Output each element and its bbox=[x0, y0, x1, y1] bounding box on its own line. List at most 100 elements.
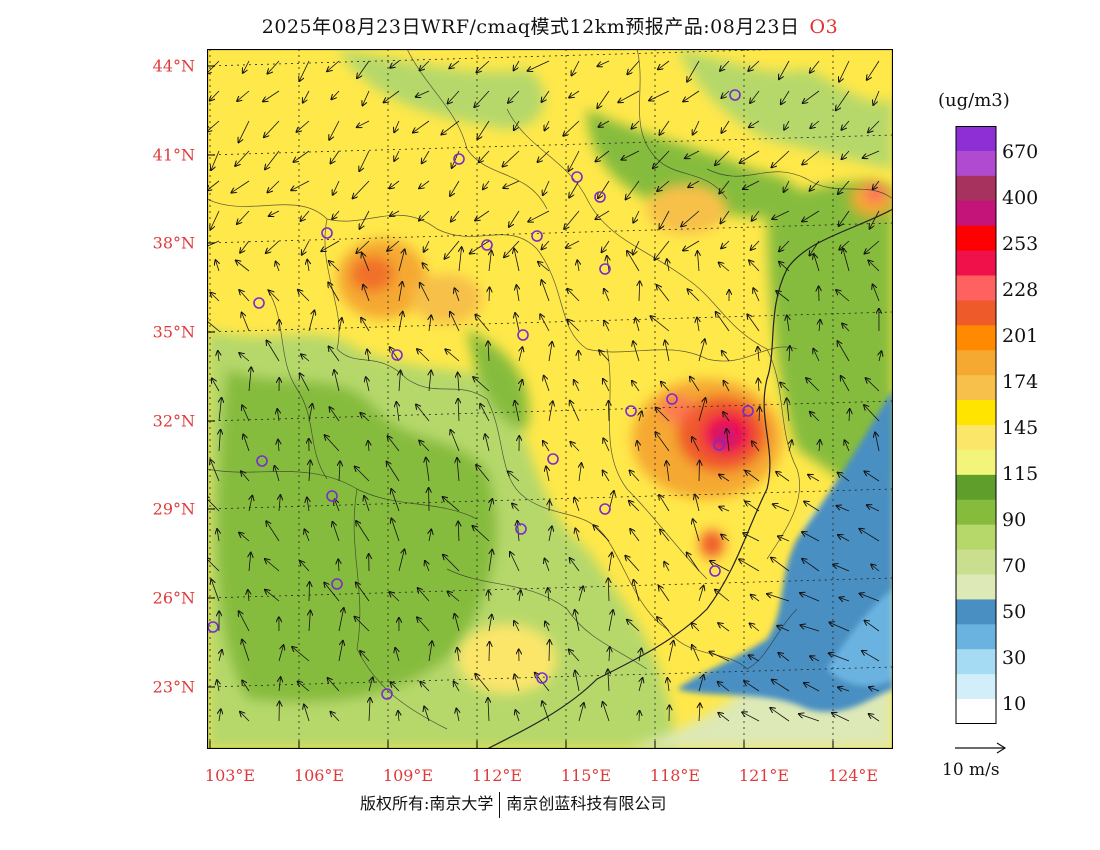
wind-arrow bbox=[639, 281, 640, 302]
city-marker bbox=[326, 490, 338, 502]
wind-arrow bbox=[338, 608, 344, 632]
wind-arrow bbox=[579, 463, 581, 482]
wind-arrow bbox=[331, 712, 340, 722]
wind-arrow bbox=[450, 180, 460, 196]
wind-arrow bbox=[721, 210, 730, 223]
wind-arrow bbox=[359, 150, 370, 171]
wind-arrow bbox=[698, 675, 704, 692]
wind-arrow bbox=[388, 436, 400, 452]
latitude-gridline bbox=[207, 311, 893, 333]
wind-arrow bbox=[398, 312, 403, 332]
wind-arrow bbox=[656, 408, 670, 422]
wind-arrow bbox=[429, 315, 431, 332]
wind-arrow bbox=[301, 354, 310, 362]
wind-arrow bbox=[458, 373, 459, 392]
wind-arrow bbox=[398, 250, 405, 272]
wind-arrow bbox=[776, 291, 790, 302]
wind-arrow bbox=[309, 611, 310, 632]
wind-arrow bbox=[698, 339, 705, 362]
wind-arrow bbox=[387, 462, 400, 482]
wind-arrow bbox=[429, 530, 431, 542]
wind-arrow bbox=[699, 461, 700, 482]
wind-arrow bbox=[276, 262, 279, 272]
wind-arrow bbox=[839, 60, 850, 82]
wind-arrow bbox=[399, 282, 402, 302]
wind-arrow bbox=[803, 90, 820, 103]
wind-arrow bbox=[249, 496, 252, 512]
wind-arrow bbox=[515, 710, 519, 722]
wind-arrow bbox=[508, 471, 520, 482]
wind-arrow bbox=[772, 680, 790, 692]
city-markers bbox=[207, 89, 754, 700]
wind-arrow bbox=[237, 90, 250, 101]
colorbar-swatch bbox=[956, 126, 996, 152]
wind-arrow bbox=[718, 623, 730, 632]
wind-arrow bbox=[329, 120, 340, 140]
wind-arrow bbox=[207, 180, 220, 191]
longitude-label: 115°E bbox=[560, 766, 612, 785]
wind-arrow bbox=[603, 702, 610, 722]
wind-arrow bbox=[333, 180, 340, 195]
city-marker bbox=[742, 405, 754, 417]
city-marker bbox=[713, 439, 725, 451]
wind-arrow bbox=[353, 180, 370, 198]
wind-arrow bbox=[390, 592, 400, 602]
wind-arrow bbox=[661, 382, 670, 392]
wind-arrow bbox=[569, 180, 580, 198]
city-marker bbox=[381, 688, 393, 700]
wind-arrow bbox=[627, 620, 640, 632]
wind-arrow bbox=[722, 351, 730, 362]
wind-arrow bbox=[368, 441, 369, 452]
wind-arrow bbox=[364, 496, 370, 512]
wind-arrow bbox=[867, 505, 880, 512]
wind-arrow bbox=[549, 501, 550, 512]
wind-arrow bbox=[607, 256, 609, 272]
wind-arrow bbox=[268, 180, 280, 192]
wind-arrow bbox=[832, 713, 850, 722]
wind-arrow bbox=[459, 247, 462, 272]
wind-arrow bbox=[683, 240, 700, 251]
wind-arrow bbox=[470, 240, 490, 254]
wind-arrow bbox=[399, 371, 401, 392]
wind-arrow bbox=[719, 180, 730, 194]
city-marker bbox=[599, 263, 611, 275]
wind-arrow bbox=[868, 261, 880, 272]
wind-arrow bbox=[649, 90, 670, 101]
wind-arrow bbox=[657, 180, 670, 191]
wind-arrow bbox=[309, 460, 310, 482]
title-text: 2025年08月23日WRF/cmaq模式12km预报产品:08月23日 bbox=[261, 16, 800, 38]
wind-arrow bbox=[690, 377, 700, 392]
wind-arrow bbox=[630, 471, 640, 482]
wind-arrow bbox=[303, 90, 310, 103]
city-marker bbox=[321, 227, 333, 239]
wind-arrow bbox=[787, 398, 789, 422]
city-marker bbox=[729, 89, 741, 101]
wind-arrow bbox=[268, 60, 280, 74]
colorbar-swatch bbox=[956, 175, 996, 202]
wind-reference-arrow bbox=[955, 742, 1007, 754]
wind-arrow bbox=[742, 712, 760, 722]
wind-arrow bbox=[356, 583, 370, 602]
wind-arrow bbox=[692, 437, 700, 452]
wind-arrow bbox=[639, 678, 643, 692]
wind-arrow bbox=[830, 623, 850, 632]
wind-arrow bbox=[450, 312, 460, 332]
latitude-label: 32°N bbox=[152, 411, 195, 431]
wind-arrow bbox=[654, 240, 670, 260]
map-panel bbox=[207, 49, 893, 749]
wind-arrow bbox=[357, 120, 370, 127]
wind-arrow bbox=[719, 507, 730, 511]
wind-arrow bbox=[685, 150, 700, 158]
wind-arrow bbox=[489, 550, 492, 572]
wind-arrow bbox=[548, 401, 553, 422]
wind-arrow bbox=[842, 150, 850, 159]
wind-arrow bbox=[355, 467, 370, 482]
wind-arrow bbox=[429, 371, 431, 392]
wind-arrow bbox=[653, 150, 670, 168]
wind-arrow bbox=[716, 312, 730, 332]
wind-arrow bbox=[413, 120, 430, 133]
wind-arrow bbox=[387, 240, 400, 251]
colorbar-swatch bbox=[956, 699, 996, 724]
wind-arrow bbox=[267, 341, 280, 362]
wind-arrow bbox=[263, 90, 280, 102]
